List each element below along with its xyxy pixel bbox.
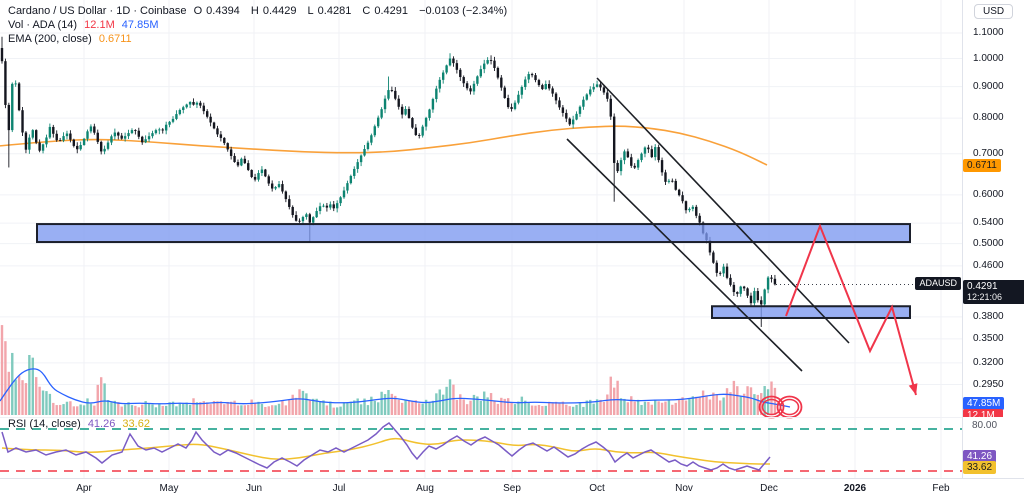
price-tick-label: 0.3800: [973, 310, 1004, 322]
price-tick-label: 0.8000: [973, 112, 1004, 124]
price-tick-label: 0.2950: [973, 378, 1004, 390]
time-tick-label: Oct: [589, 483, 605, 494]
ohlc-change: −0.0103 (−2.34%): [419, 5, 508, 17]
rsi-ma-value: 33.62: [122, 418, 150, 430]
rsi-value: 41.26: [87, 418, 116, 430]
price-tick-label: 1.0000: [973, 52, 1004, 64]
time-tick-label: Apr: [76, 483, 92, 494]
time-tick-label: Dec: [760, 483, 778, 494]
time-tick-label: Sep: [503, 483, 521, 494]
rsi-ma-value-badge: 33.62: [963, 461, 997, 474]
chart-legend: Cardano / US Dollar · 1D · Coinbase O 0.4…: [8, 4, 511, 46]
time-tick-label: Jul: [332, 483, 346, 494]
ema-legend[interactable]: EMA (200, close) 0.6711: [8, 32, 511, 46]
last-price-value: 0.4291: [967, 281, 998, 293]
price-tick-label: 0.9000: [973, 80, 1004, 92]
price-tick-label: 0.3500: [973, 332, 1004, 344]
rsi-label: RSI (14, close): [8, 418, 81, 430]
pane-separator[interactable]: [0, 417, 962, 418]
volume-badge-clip: 12.1M: [963, 409, 1003, 417]
volume-value-badge: 12.1M: [963, 409, 1003, 417]
time-tick-label: Nov: [675, 483, 693, 494]
time-tick-label: 2026: [843, 483, 867, 494]
symbol-legend[interactable]: Cardano / US Dollar · 1D · Coinbase O 0.4…: [8, 4, 511, 18]
volume-value: 12.1M: [84, 19, 115, 31]
price-tick-label: 1.1000: [973, 27, 1004, 39]
time-tick-label: Aug: [416, 483, 434, 494]
time-tick-label: May: [159, 483, 179, 494]
price-tick-label: 0.3200: [973, 356, 1004, 368]
ohlc-open: O 0.4394: [193, 5, 240, 17]
rsi-band-upper-label: 80.00: [972, 420, 998, 431]
time-axis[interactable]: Apr May Jun Jul Aug Sep Oct Nov Dec 2026 Feb: [0, 478, 1024, 498]
ohlc-close: C 0.4291: [362, 5, 408, 17]
time-tick-label: Jun: [245, 483, 263, 494]
last-price-badge: 0.4291 12:21:06: [963, 280, 1024, 305]
symbol-label-badge: ADAUSD: [915, 277, 961, 291]
ema-price-badge: 0.6711: [963, 158, 1001, 172]
volume-ma-badge: 47.85M: [963, 397, 1005, 410]
volume-label: Vol · ADA (14): [8, 19, 78, 31]
ema-label: EMA (200, close): [8, 33, 92, 45]
price-tick-label: 0.6000: [973, 188, 1004, 200]
time-tick-label: Feb: [932, 483, 950, 494]
currency-toggle-button[interactable]: USD: [974, 4, 1014, 19]
ohlc-high: H 0.4429: [250, 5, 297, 17]
rsi-value-badge: 41.26: [963, 450, 997, 463]
volume-ma-value: 47.85M: [121, 19, 159, 31]
rsi-legend[interactable]: RSI (14, close) 41.26 33.62: [8, 418, 154, 430]
price-tick-label: 0.5000: [973, 237, 1004, 249]
ema-value: 0.6711: [98, 33, 132, 45]
price-tick-label: 0.7000: [973, 147, 1004, 159]
symbol-title: Cardano / US Dollar · 1D · Coinbase: [8, 5, 187, 17]
bar-countdown: 12:21:06: [967, 292, 1003, 303]
price-tick-label: 0.4600: [973, 259, 1004, 271]
ohlc-low: L 0.4281: [307, 5, 352, 17]
volume-legend[interactable]: Vol · ADA (14) 12.1M 47.85M: [8, 18, 511, 32]
price-tick-label: 0.5400: [973, 217, 1004, 229]
